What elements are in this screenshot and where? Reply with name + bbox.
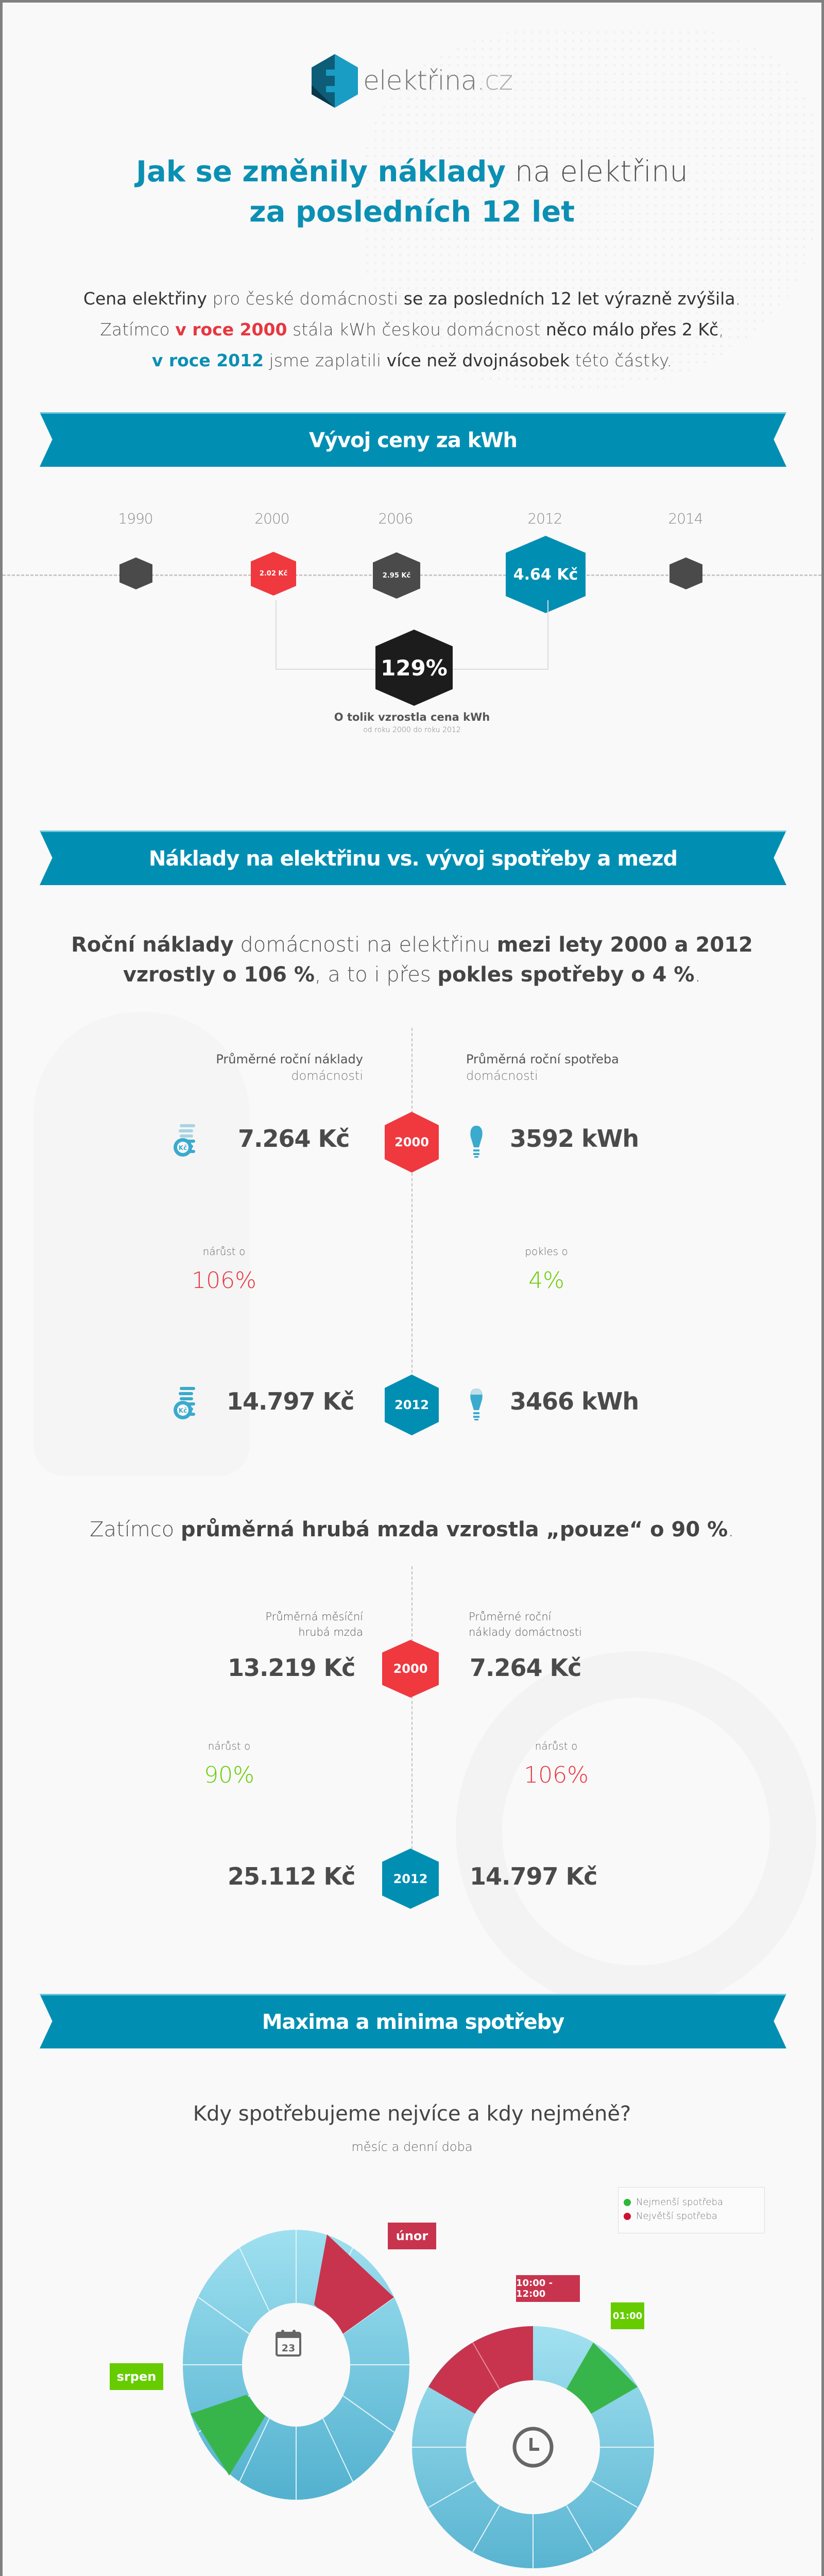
timeline-year: 1990 <box>118 510 153 527</box>
wage-change-label: nárůst o <box>208 1740 251 1752</box>
lightbulb-icon <box>470 1126 483 1158</box>
legend-dot-green <box>624 2198 631 2206</box>
calendar-icon: 23 <box>276 2330 301 2357</box>
logo-text: elektřina.cz <box>363 65 513 96</box>
tag-month-min: srpen <box>110 2363 163 2390</box>
timeline-marker-2006: 2.95 Kč <box>373 552 420 599</box>
background-map-watermark <box>363 28 816 389</box>
legend-dot-red <box>624 2212 631 2220</box>
year-badge-2000: 2000 <box>385 1112 439 1173</box>
wages-heading: Zatímco průměrná hrubá mzda vzrostla „po… <box>90 1518 734 1541</box>
background-coin-watermark <box>456 1651 816 2012</box>
wage-cost-2000: 7.264 Kč <box>470 1654 581 1682</box>
cost-2000: 7.264 Kč <box>238 1125 350 1153</box>
logo-hexagon-icon <box>312 54 358 108</box>
section-banner-costs: Náklady na elektřinu vs. vývoj spotřeby … <box>40 831 786 885</box>
cost-change-label: nárůst o <box>202 1245 246 1258</box>
comparison-divider <box>411 1566 413 1906</box>
coins-icon: Kč <box>174 1124 195 1157</box>
svg-text:Kč: Kč <box>179 1407 187 1414</box>
legend-item-max: Největší spotřeba <box>624 2211 764 2222</box>
timeline-marker-2000: 2.02 Kč <box>251 552 296 596</box>
wage-2000: 13.219 Kč <box>228 1654 355 1682</box>
year-badge-2000: 2000 <box>382 1640 439 1698</box>
month-donut-chart <box>183 2230 409 2500</box>
svg-text:23: 23 <box>282 2343 295 2354</box>
costs-right-label: Průměrná roční spotřeba domácnosti <box>466 1052 619 1083</box>
timeline-marker-1990 <box>119 557 152 589</box>
wage-cost-change-value: 106% <box>524 1762 589 1788</box>
wages-right-label: Průměrné roční náklady domáctnosti <box>469 1611 582 1638</box>
year-badge-2012: 2012 <box>385 1375 439 1435</box>
timeline-marker-2014 <box>670 557 702 589</box>
tag-time-max: 10:00 - 12:00 <box>516 2275 580 2302</box>
logo[interactable]: elektřina.cz <box>312 54 513 108</box>
consumption-change-label: pokles o <box>525 1245 568 1258</box>
coins-icon: Kč <box>174 1387 195 1419</box>
cost-2012: 14.797 Kč <box>227 1387 354 1415</box>
svg-text:Kč: Kč <box>179 1144 187 1151</box>
time-donut-chart <box>412 2326 654 2568</box>
wages-left-label: Průměrná měsíční hrubá mzda <box>265 1611 363 1638</box>
wage-change-value: 90% <box>204 1762 254 1788</box>
tag-month-max: únor <box>388 2223 436 2249</box>
page-title: Jak se změnily náklady na elektřinu za p… <box>136 155 688 229</box>
lightbulb-icon <box>470 1388 483 1420</box>
timeline-year: 2006 <box>378 510 413 527</box>
cost-change-value: 106% <box>192 1267 256 1294</box>
background-person-watermark <box>33 1012 250 1476</box>
consumption-2012: 3466 kWh <box>510 1387 639 1415</box>
wage-cost-change-label: nárůst o <box>535 1740 578 1752</box>
timeline-year: 2014 <box>668 510 703 527</box>
timeline-marker-2012: 4.64 Kč <box>506 536 586 613</box>
infographic-page: elektřina.cz Jak se změnily náklady na e… <box>3 3 821 2576</box>
legend-item-min: Nejmenší spotřeba <box>624 2197 764 2208</box>
consumption-subheading: měsíc a denní doba <box>351 2140 473 2154</box>
costs-heading: Roční náklady domácnosti na elektřinu me… <box>71 933 753 987</box>
consumption-heading: Kdy spotřebujeme nejvíce a kdy nejméně? <box>193 2102 631 2126</box>
costs-left-label: Průměrné roční náklady domácnosti <box>216 1052 363 1083</box>
timeline-year: 2012 <box>527 510 562 527</box>
chart-legend: Nejmenší spotřeba Největší spotřeba <box>618 2187 765 2233</box>
growth-caption: O tolik vzrostla cena kWh <box>334 711 490 723</box>
wage-2012: 25.112 Kč <box>228 1862 355 1890</box>
growth-badge: 129% <box>375 630 453 706</box>
consumption-2000: 3592 kWh <box>510 1125 639 1153</box>
wage-cost-2012: 14.797 Kč <box>470 1862 597 1890</box>
section-banner-price: Vývoj ceny za kWh <box>40 412 786 467</box>
timeline-year: 2000 <box>254 510 289 527</box>
consumption-change-value: 4% <box>528 1267 564 1294</box>
growth-caption-sub: od roku 2000 do roku 2012 <box>363 726 461 734</box>
tag-time-min: 01:00 <box>611 2302 644 2329</box>
comparison-divider <box>411 1028 413 1388</box>
intro-paragraph: Cena elektřiny pro české domácnosti se z… <box>83 289 741 370</box>
year-badge-2012: 2012 <box>382 1849 439 1909</box>
section-banner-consumption: Maxima a minima spotřeby <box>40 1994 786 2048</box>
